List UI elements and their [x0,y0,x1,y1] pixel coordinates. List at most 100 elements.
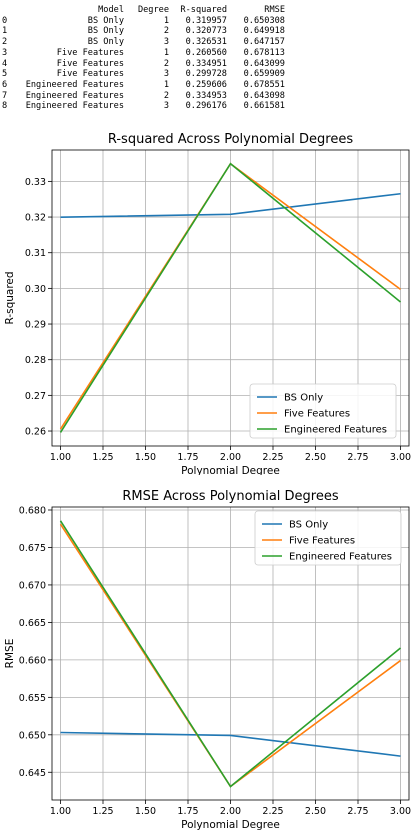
x-tick-label: 2.25 [262,452,283,463]
cell-rmse: 0.659909 [243,69,285,80]
cell-r-squared: 0.299728 [185,69,227,80]
column-header-model: Model [98,5,124,15]
column-header-degree: Degree [137,5,169,15]
cell-model: BS Only [87,26,124,37]
series-line-engineered-features [59,520,402,788]
cell-degree: 3 [163,37,169,48]
y-tick-label: 0.670 [19,580,46,591]
legend-label-bs-only: BS Only [289,520,328,531]
dataframe-body: 0 BS Only 1 0.319957 0.650308 1 BS Only 2 0.3207… [2,16,285,112]
row-index: 8 [2,101,8,112]
cell-model: Five Features [56,47,124,58]
cell-rmse: 0.647157 [243,37,285,48]
x-tick-label: 1.75 [177,452,198,463]
y-tick-label: 0.29 [25,320,46,331]
cell-rmse: 0.678113 [243,47,285,58]
x-tick-label: 2.50 [305,452,326,463]
series-line-bs-only [60,731,401,757]
row-index: 0 [2,15,8,26]
cell-degree: 2 [163,58,169,69]
dataframe-row: 8 Engineered Features 3 0.296176 0.661581 [2,101,285,112]
y-tick-label: 0.31 [25,248,46,259]
x-axis-label: Polynomial Degree [181,819,280,831]
cell-r-squared: 0.319957 [185,15,227,26]
chart-legend: BS Only Five Features Engineered Features [249,383,397,439]
x-tick-label: 1.50 [135,452,156,463]
row-index: 4 [2,58,8,69]
x-tick-label: 1.50 [135,806,156,817]
x-tick-label: 1.25 [92,806,113,817]
chart-legend: BS Only Five Features Engineered Features [254,510,402,566]
y-tick-label: 0.650 [19,730,46,741]
cell-rmse: 0.678551 [243,79,285,90]
cell-r-squared: 0.326531 [185,37,227,48]
x-tick-label: 1.75 [177,806,198,817]
y-tick-label: 0.32 [25,213,46,224]
dataframe-header-row: Model Degree R-squared RMSE [2,5,285,16]
y-tick-label: 0.27 [25,391,46,402]
r-squared-chart: R-squared Across Polynomial Degrees 1.00 1… [4,132,411,475]
chart-title: RMSE Across Polynomial Degrees [122,489,338,504]
y-tick-label: 0.30 [25,284,46,295]
dataframe-row: 2 BS Only 3 0.326531 0.647157 [2,37,285,48]
legend-label-five-features: Five Features [289,536,355,547]
dataframe-row: 3 Five Features 1 0.260560 0.678113 [2,48,285,59]
cell-r-squared: 0.260560 [185,47,227,58]
x-tick-label: 3.00 [390,452,411,463]
cell-model: Engineered Features [25,101,124,112]
series-line-engineered-features [59,162,402,433]
y-tick-label: 0.680 [19,505,46,516]
x-tick-label: 2.25 [262,806,283,817]
cell-r-squared: 0.296176 [185,101,227,112]
y-tick-label: 0.665 [19,618,46,629]
dataframe-row: 4 Five Features 2 0.334951 0.643099 [2,59,285,70]
y-tick-label: 0.26 [25,427,46,438]
cell-r-squared: 0.320773 [185,26,227,37]
dataframe-row: 7 Engineered Features 2 0.334953 0.643098 [2,91,285,102]
x-axis-label: Polynomial Degree [181,465,280,475]
row-index: 1 [2,26,8,37]
results-dataframe: Model Degree R-squared RMSE 0 BS Only 1 0.3… [2,5,285,112]
row-index: 5 [2,69,8,80]
chart-title: R-squared Across Polynomial Degrees [108,132,354,147]
y-tick-label: 0.660 [19,655,46,666]
x-tick-label: 2.75 [347,452,368,463]
cell-degree: 2 [163,90,169,101]
x-tick-label: 2.50 [305,806,326,817]
cell-rmse: 0.650308 [243,15,285,26]
cell-rmse: 0.643098 [243,90,285,101]
row-index: 6 [2,79,8,90]
x-tick-label: 2.00 [220,806,241,817]
x-tick-label: 1.25 [92,452,113,463]
row-index: 3 [2,47,8,58]
cell-degree: 3 [163,101,169,112]
column-header-rmse: RMSE [264,5,285,15]
x-tick-label: 2.00 [220,452,241,463]
legend-label-engineered-features: Engineered Features [289,552,392,563]
y-axis-label: RMSE [4,639,16,669]
cell-model: Five Features [56,69,124,80]
cell-degree: 1 [163,79,169,90]
cell-model: BS Only [87,15,124,26]
y-tick-label: 0.28 [25,355,46,366]
cell-degree: 2 [163,26,169,37]
rmse-chart: RMSE Across Polynomial Degrees 1.00 1.25 1.… [4,489,411,831]
cell-model: Engineered Features [25,79,124,90]
y-tick-label: 0.655 [19,693,46,704]
legend-label-five-features: Five Features [284,409,350,420]
y-tick-label: 0.33 [25,177,46,188]
cell-degree: 3 [163,69,169,80]
cell-rmse: 0.661581 [243,101,285,112]
x-tick-label: 3.00 [390,806,411,817]
column-header-r-squared: R-squared [180,5,227,15]
cell-model: BS Only [87,37,124,48]
row-index: 7 [2,90,8,101]
legend-box [249,383,397,439]
x-tick-label: 1.00 [50,806,71,817]
dataframe-row: 0 BS Only 1 0.319957 0.650308 [2,16,285,27]
row-index: 2 [2,37,8,48]
index-header [2,5,14,16]
dataframe-row: 5 Five Features 3 0.299728 0.659909 [2,69,285,80]
legend-box [254,510,402,566]
cell-model: Five Features [56,58,124,69]
